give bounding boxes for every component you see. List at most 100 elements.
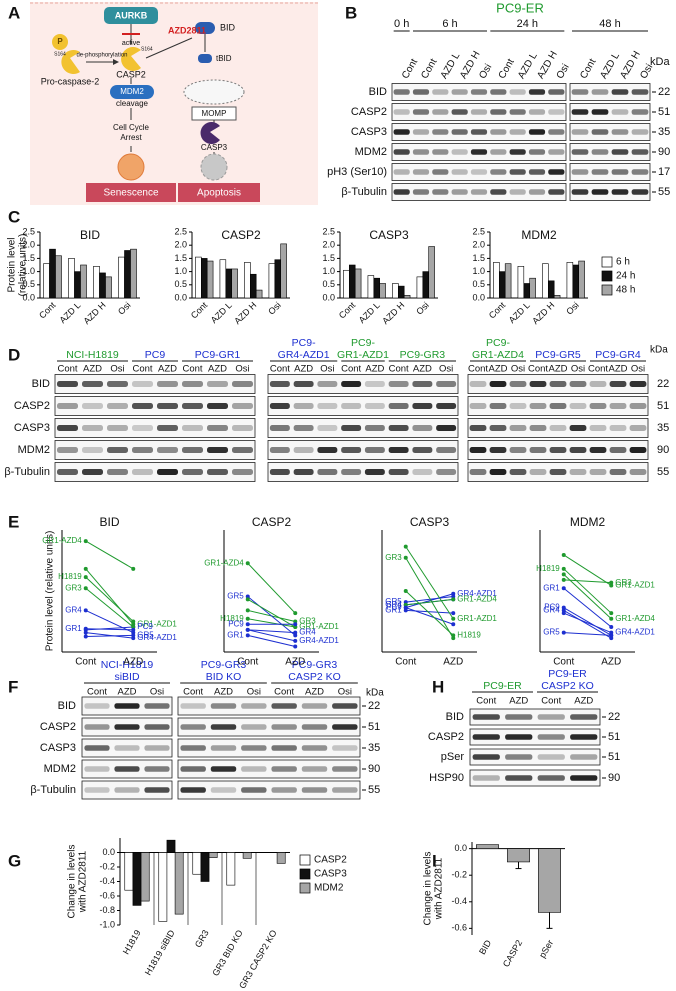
chart-title: CASP3 xyxy=(410,515,450,529)
lane-label: Cont xyxy=(476,696,496,707)
point xyxy=(561,586,566,591)
band xyxy=(509,149,526,155)
group-header: PC9- xyxy=(486,337,510,349)
diagram-text: tBID xyxy=(216,54,232,63)
y-tick-label: -0.2 xyxy=(451,870,467,880)
band xyxy=(412,447,433,453)
lane-label: Osi xyxy=(439,364,453,375)
bar xyxy=(566,262,574,299)
lane-label: Cont xyxy=(541,696,561,707)
panel-letter: C xyxy=(8,207,20,226)
diagram-text: active xyxy=(122,40,140,47)
band xyxy=(107,425,128,431)
point xyxy=(609,633,614,638)
band xyxy=(631,109,649,115)
band xyxy=(144,724,170,730)
band xyxy=(207,381,228,387)
y-axis-label: Protein level xyxy=(7,237,18,292)
blot-frame xyxy=(469,748,601,766)
band xyxy=(472,714,500,720)
bar xyxy=(55,255,62,299)
band xyxy=(82,381,103,387)
casp3-icon xyxy=(200,122,220,144)
bar xyxy=(504,263,512,299)
point xyxy=(245,561,250,566)
band xyxy=(332,766,358,772)
lane-label: Cont xyxy=(588,364,608,375)
mdm2-pill xyxy=(110,85,154,99)
group-header: GR1-AZD1 xyxy=(337,349,389,361)
band xyxy=(84,724,110,730)
bar xyxy=(124,250,131,299)
band xyxy=(182,469,203,475)
band xyxy=(82,403,103,409)
bid-icon xyxy=(195,22,215,34)
x-tick-label: GR3 xyxy=(193,928,211,949)
bar xyxy=(192,852,202,875)
blot-frame xyxy=(54,418,256,438)
x-tick-label: Cont xyxy=(237,657,258,668)
y-tick-label: 2.5 xyxy=(322,226,335,236)
bar xyxy=(49,248,56,299)
point xyxy=(451,591,456,596)
y-tick-label: 2.0 xyxy=(174,240,187,250)
bar xyxy=(572,264,579,299)
band xyxy=(412,469,433,475)
point xyxy=(83,626,88,631)
band xyxy=(388,381,409,387)
series-label: GR1-AZD4 xyxy=(615,614,655,623)
kda-label: 90 xyxy=(657,444,669,456)
band xyxy=(631,89,649,95)
bar xyxy=(68,258,75,299)
band xyxy=(589,469,607,475)
band xyxy=(609,403,627,409)
group-header: PC9-GR1 xyxy=(195,349,241,361)
band xyxy=(548,189,565,195)
lane-label: Osi xyxy=(338,687,352,698)
band xyxy=(207,447,228,453)
band xyxy=(180,724,206,730)
blot-frame xyxy=(467,418,649,438)
series-line xyxy=(85,587,134,628)
band xyxy=(144,745,170,751)
blot-title: PC9-ER xyxy=(496,0,544,15)
band xyxy=(157,447,178,453)
band xyxy=(144,703,170,709)
bar xyxy=(523,283,530,299)
point xyxy=(403,602,408,607)
band xyxy=(489,447,507,453)
group-header: PC9-GR3 xyxy=(292,659,338,671)
lane-label: AZD xyxy=(413,364,432,375)
bar xyxy=(276,852,286,864)
row-label: β-Tubulin xyxy=(341,186,387,198)
chart-title: BID xyxy=(80,228,100,242)
band xyxy=(364,403,385,409)
senescence-box xyxy=(86,183,176,202)
band xyxy=(591,169,609,175)
point xyxy=(451,622,456,627)
lane-label: AZD xyxy=(574,696,593,707)
band xyxy=(271,787,297,793)
group-header: PC9-ER xyxy=(483,680,522,692)
blot-frame xyxy=(469,769,601,787)
band xyxy=(210,766,237,772)
legend-label: CASP2 xyxy=(314,855,347,866)
band xyxy=(207,469,228,475)
series-label: GR3 xyxy=(385,553,402,562)
band xyxy=(82,425,103,431)
series-line xyxy=(85,632,134,639)
series-line xyxy=(247,629,296,634)
point xyxy=(451,597,456,602)
band xyxy=(509,469,527,475)
chart-title: MDM2 xyxy=(570,515,606,529)
band xyxy=(451,109,468,115)
series-label: GR5 xyxy=(385,597,402,606)
kda-label: 55 xyxy=(657,466,669,478)
x-tick-label: BID xyxy=(477,938,493,956)
band xyxy=(393,149,410,155)
point xyxy=(83,634,88,639)
timepoint: 48 h xyxy=(599,18,620,30)
phospho-circle xyxy=(52,34,68,50)
point xyxy=(609,583,614,588)
